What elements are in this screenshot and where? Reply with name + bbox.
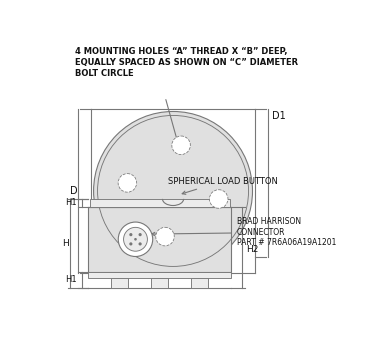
Text: H2: H2 bbox=[246, 245, 258, 254]
Text: D: D bbox=[70, 186, 78, 196]
Bar bbox=[88, 272, 231, 278]
Circle shape bbox=[118, 222, 153, 257]
Text: H1: H1 bbox=[65, 275, 76, 284]
Circle shape bbox=[124, 227, 147, 251]
Bar bbox=[111, 278, 128, 288]
Bar bbox=[191, 278, 208, 288]
Circle shape bbox=[129, 233, 132, 236]
Text: SPHERICAL LOAD BUTTON: SPHERICAL LOAD BUTTON bbox=[168, 176, 278, 194]
Text: H1: H1 bbox=[65, 198, 76, 207]
Circle shape bbox=[134, 238, 137, 240]
Circle shape bbox=[156, 227, 174, 246]
Text: H: H bbox=[63, 239, 69, 248]
Circle shape bbox=[210, 190, 228, 208]
Bar bbox=[89, 199, 230, 207]
Text: BRAD HARRISON
CONNECTOR
PART # 7R6A06A19A1201: BRAD HARRISON CONNECTOR PART # 7R6A06A19… bbox=[152, 217, 336, 247]
Circle shape bbox=[129, 242, 132, 246]
Circle shape bbox=[94, 111, 252, 270]
Bar bbox=[88, 207, 231, 272]
Bar bbox=[151, 278, 168, 288]
Circle shape bbox=[118, 174, 137, 192]
Circle shape bbox=[139, 233, 142, 236]
Circle shape bbox=[139, 242, 142, 246]
Text: 4 MOUNTING HOLES “A” THREAD X “B” DEEP,
EQUALLY SPACED AS SHOWN ON “C” DIAMETER
: 4 MOUNTING HOLES “A” THREAD X “B” DEEP, … bbox=[75, 46, 298, 78]
Circle shape bbox=[172, 136, 190, 154]
Text: D1: D1 bbox=[273, 111, 286, 121]
